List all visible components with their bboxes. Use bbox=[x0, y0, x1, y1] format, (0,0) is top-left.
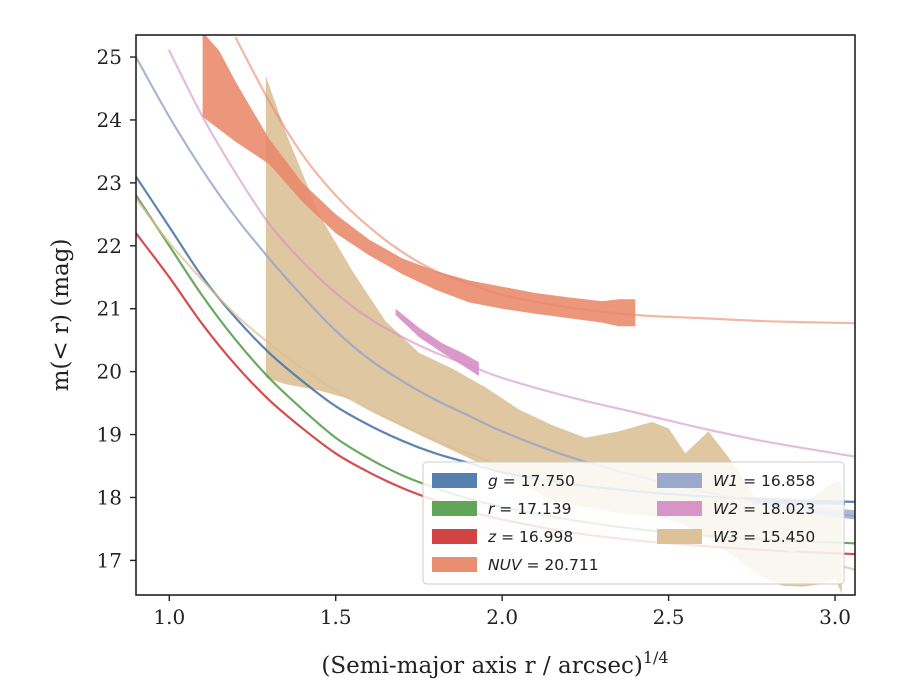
legend-label: r = 17.139 bbox=[488, 500, 571, 518]
legend-swatch bbox=[432, 557, 477, 572]
legend-label: z = 16.998 bbox=[487, 528, 573, 546]
legend: g = 17.750 r = 17.139 z = 16.998 NUV = 20.7… bbox=[422, 461, 845, 585]
x-tick-label: 2.0 bbox=[486, 605, 518, 629]
legend-swatch bbox=[657, 529, 702, 544]
y-axis-label: m(< r) (mag) bbox=[48, 239, 74, 392]
plot-frame bbox=[135, 34, 856, 596]
y-tick-label: 22 bbox=[97, 234, 122, 258]
legend-label: W1 = 16.858 bbox=[713, 472, 815, 490]
legend-box bbox=[422, 461, 845, 585]
band-nuv bbox=[202, 35, 636, 327]
legend-label: W2 = 18.023 bbox=[713, 500, 815, 518]
legend-swatch bbox=[432, 529, 477, 544]
legend-swatch bbox=[657, 501, 702, 516]
y-tick-label: 23 bbox=[97, 171, 122, 195]
y-tick-label: 20 bbox=[97, 360, 122, 384]
band-w2 bbox=[395, 308, 479, 376]
y-tick-label: 21 bbox=[97, 297, 122, 321]
y-axis-ticks: 17 18 19 20 21 22 23 24 25 bbox=[97, 45, 136, 572]
x-tick-label: 2.5 bbox=[653, 605, 685, 629]
legend-label: g = 17.750 bbox=[488, 472, 575, 490]
x-tick-label: 1.0 bbox=[153, 605, 185, 629]
x-tick-label: 3.0 bbox=[819, 605, 851, 629]
y-tick-label: 25 bbox=[97, 45, 122, 69]
legend-swatch bbox=[432, 473, 477, 488]
y-tick-label: 19 bbox=[97, 423, 122, 447]
legend-swatch bbox=[432, 501, 477, 516]
curve-w2-model bbox=[168, 49, 855, 458]
x-axis-label-exponent: 1/4 bbox=[643, 648, 669, 667]
legend-swatch bbox=[657, 473, 702, 488]
x-axis-label: (Semi-major axis r / arcsec)1/4 bbox=[321, 648, 668, 679]
y-tick-label: 17 bbox=[97, 548, 122, 572]
legend-label: NUV = 20.711 bbox=[488, 556, 599, 574]
x-tick-label: 1.5 bbox=[320, 605, 352, 629]
y-tick-label: 24 bbox=[97, 108, 122, 132]
curve-nuv-model bbox=[234, 37, 855, 325]
y-tick-label: 18 bbox=[97, 485, 122, 509]
legend-label: W3 = 15.450 bbox=[713, 528, 815, 546]
x-axis-ticks: 1.0 1.5 2.0 2.5 3.0 bbox=[153, 595, 851, 629]
